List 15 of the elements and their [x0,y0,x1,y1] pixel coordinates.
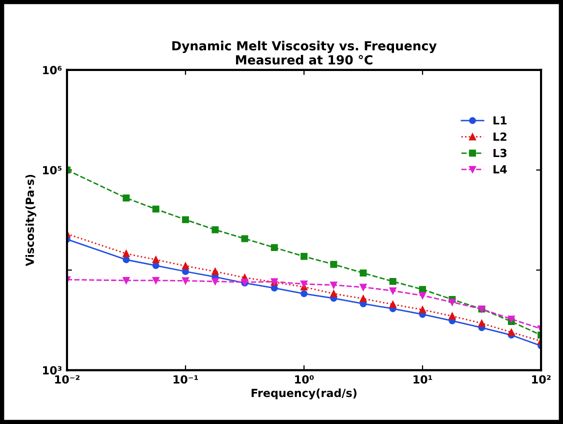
y-tick-label: 10⁵ [43,166,62,174]
x-tick-label: 10⁻¹ [174,375,198,384]
x-tick-label: 10² [532,375,551,384]
chart-title: Dynamic Melt Viscosity vs. Frequency Measured at 190 °C [172,40,437,65]
x-axis-title: Frequency(rad/s) [252,388,356,400]
legend-label: L3 [494,148,506,158]
y-tick-label: 10⁶ [43,66,62,74]
y-tick-label: 10³ [43,366,62,375]
legend-label: L1 [494,116,507,124]
x-tick-label: 10⁻² [55,375,80,384]
y-axis-title: Viscosity(Pa·s) [25,174,36,266]
x-tick-label: 10¹ [414,375,432,384]
x-tick-label: 10⁰ [295,375,314,384]
legend-label: L2 [494,132,506,141]
legend-label: L4 [494,165,507,174]
